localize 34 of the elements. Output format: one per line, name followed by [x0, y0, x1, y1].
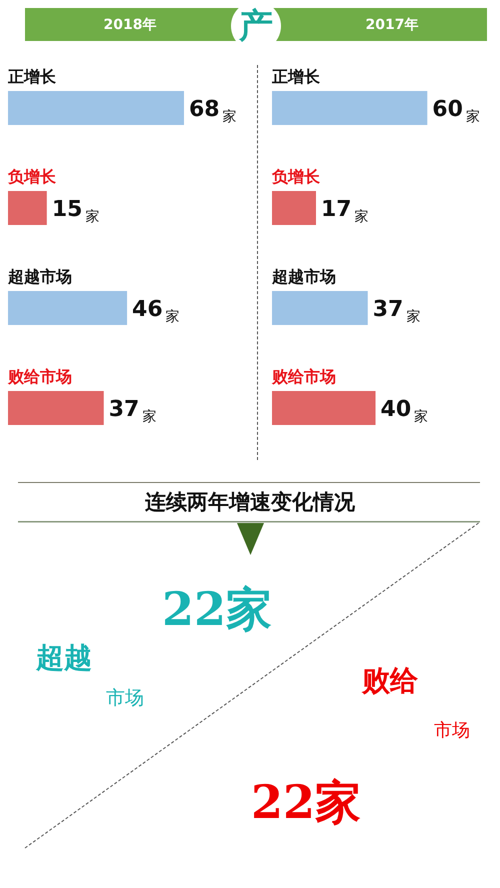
- y-tick-label: 正增长: [271, 67, 321, 86]
- bar: [8, 391, 104, 425]
- chart-title: 2017年: [366, 16, 418, 34]
- y-tick-label: 正增长: [7, 67, 57, 86]
- data-label: 15$_{家}$: [52, 197, 100, 225]
- data-label: 17$_{家}$: [321, 197, 369, 225]
- data-label: 60$_{家}$: [432, 97, 480, 125]
- y-tick-label: 负增长: [7, 167, 57, 186]
- annotation: 产: [239, 6, 273, 46]
- bar: [8, 191, 47, 225]
- data-label: 37$_{家}$: [108, 397, 156, 425]
- text: 22家: [162, 582, 272, 636]
- y-tick-label: 超越市场: [271, 267, 336, 286]
- data-label: 37$_{家}$: [372, 297, 420, 325]
- y-tick-label: 负增长: [271, 167, 321, 186]
- data-label: 68$_{家}$: [189, 97, 237, 125]
- text: 市场: [106, 687, 144, 709]
- text: 败给: [361, 664, 419, 697]
- chart-title: 2018年: [104, 16, 156, 34]
- bar: [272, 391, 376, 425]
- bar: [8, 91, 184, 125]
- y-tick-label: 败给市场: [7, 367, 72, 386]
- data-label: 46$_{家}$: [132, 297, 180, 325]
- text: 市场: [434, 720, 470, 741]
- text: 连续两年增速变化情况: [145, 489, 355, 516]
- bar: [8, 291, 128, 325]
- text: 22家: [250, 775, 362, 829]
- bar: [272, 191, 316, 225]
- y-tick-label: 败给市场: [271, 367, 336, 386]
- text: 超越: [35, 641, 92, 674]
- bar: [272, 91, 428, 125]
- bar: [272, 291, 368, 325]
- data-label: 40$_{家}$: [380, 397, 428, 425]
- y-tick-label: 超越市场: [7, 267, 72, 286]
